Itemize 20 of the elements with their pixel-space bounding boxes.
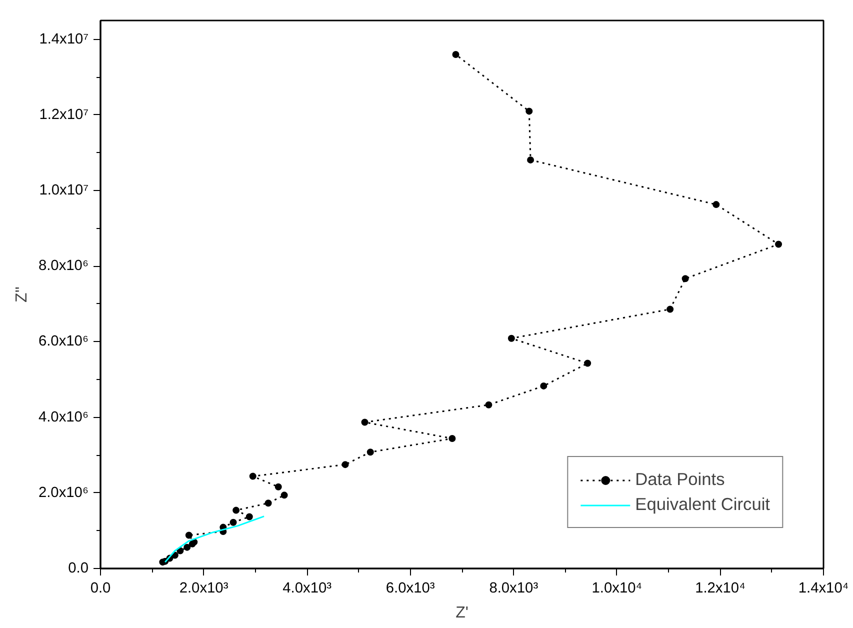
x-tick-label: 1.2x10⁴ bbox=[695, 580, 746, 596]
y-tick-label: 2.0x10⁶ bbox=[38, 484, 89, 501]
x-axis-title: Z' bbox=[456, 604, 468, 622]
legend-label: Equivalent Circuit bbox=[635, 494, 770, 515]
y-tick-label: 6.0x10⁶ bbox=[38, 334, 89, 350]
x-tick-label: 1.0x10⁴ bbox=[592, 580, 642, 596]
x-tick-label: 6.0x10³ bbox=[386, 580, 435, 596]
y-tick-label: 1.4x10⁷ bbox=[39, 31, 89, 48]
y-tick-label: 0.0 bbox=[68, 560, 88, 576]
x-tick-label: 0.0 bbox=[90, 580, 111, 596]
x-tick-label: 1.4x10⁴ bbox=[798, 580, 849, 596]
y-tick-label: 4.0x10⁶ bbox=[38, 409, 89, 426]
y-tick-label: 1.0x10⁷ bbox=[39, 182, 89, 199]
x-tick-label: 8.0x10³ bbox=[489, 580, 538, 596]
y-axis-title: Z'' bbox=[13, 286, 30, 302]
y-tick-label: 8.0x10⁶ bbox=[38, 258, 89, 274]
x-tick-label: 4.0x10³ bbox=[282, 580, 332, 596]
x-tick-label: 2.0x10³ bbox=[179, 580, 228, 596]
legend-label: Data Points bbox=[635, 469, 725, 490]
y-tick-label: 1.2x10⁷ bbox=[39, 106, 89, 123]
